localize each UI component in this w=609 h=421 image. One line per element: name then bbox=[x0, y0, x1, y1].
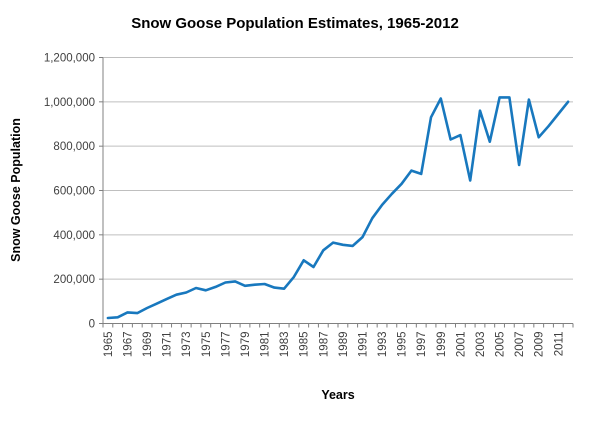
x-tick-label: 2007 bbox=[514, 332, 526, 358]
y-tick-label: 1,200,000 bbox=[44, 53, 95, 65]
x-axis-title: Years bbox=[321, 388, 354, 402]
y-tick-label: 600,000 bbox=[53, 186, 95, 198]
y-tick-label: 0 bbox=[89, 319, 95, 331]
y-tick-label: 1,000,000 bbox=[44, 97, 95, 109]
x-tick-label: 1999 bbox=[436, 332, 448, 358]
x-tick-label: 1995 bbox=[397, 332, 409, 358]
x-tick-label: 2009 bbox=[534, 332, 546, 358]
x-tick-label: 1993 bbox=[377, 332, 389, 358]
x-tick-label: 1997 bbox=[416, 332, 428, 358]
x-tick-label: 1977 bbox=[220, 332, 232, 358]
x-tick-label: 2011 bbox=[553, 332, 565, 357]
plot-area: 0 200,000 400,000 600,000 800,000 1,000,000 1,… bbox=[44, 53, 574, 358]
x-tick-label: 1989 bbox=[338, 332, 350, 358]
y-tick-label: 800,000 bbox=[53, 141, 95, 153]
y-tick-label: 200,000 bbox=[53, 274, 95, 286]
x-tick-label: 2001 bbox=[455, 332, 467, 358]
x-tick-label: 1985 bbox=[299, 332, 311, 358]
x-tick-label: 1969 bbox=[142, 332, 154, 358]
x-tick-label: 1967 bbox=[122, 332, 134, 358]
x-tick-label: 2005 bbox=[495, 332, 507, 358]
x-tick-label: 2003 bbox=[475, 332, 487, 358]
chart-title: Snow Goose Population Estimates, 1965-20… bbox=[131, 15, 459, 32]
x-tick-label: 1975 bbox=[201, 332, 213, 358]
x-tick-label: 1991 bbox=[357, 332, 369, 358]
x-tick-label: 1987 bbox=[318, 332, 330, 358]
x-tick-label: 1965 bbox=[103, 332, 115, 358]
x-tick-label: 1983 bbox=[279, 332, 291, 358]
x-tick-label: 1979 bbox=[240, 332, 252, 358]
x-tick-label: 1981 bbox=[260, 332, 272, 358]
x-tick-label: 1971 bbox=[162, 332, 174, 358]
data-line bbox=[106, 96, 570, 320]
y-axis-title: Snow Goose Population bbox=[9, 118, 23, 262]
y-tick-label: 400,000 bbox=[53, 230, 95, 242]
x-tick-label: 1973 bbox=[181, 332, 193, 358]
